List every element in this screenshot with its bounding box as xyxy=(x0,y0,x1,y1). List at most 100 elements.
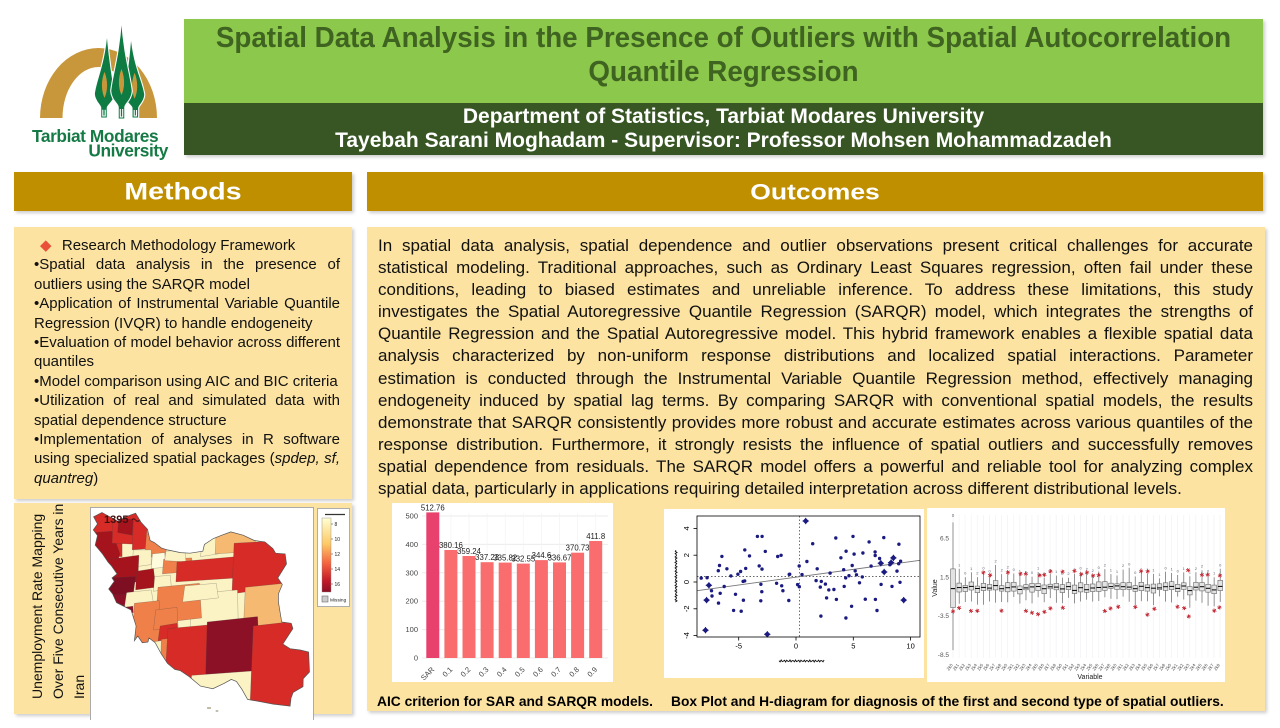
svg-text:0: 0 xyxy=(1043,571,1046,576)
svg-text:Zk5: Zk5 xyxy=(1195,662,1204,671)
svg-text:Zk8: Zk8 xyxy=(994,662,1003,671)
svg-text:512.76: 512.76 xyxy=(421,503,445,512)
svg-text:1: 1 xyxy=(1146,567,1149,572)
svg-text:380.16: 380.16 xyxy=(439,541,463,550)
svg-text:0: 0 xyxy=(1025,569,1028,574)
svg-text:1: 1 xyxy=(1152,567,1155,572)
svg-text:Zk8: Zk8 xyxy=(1103,662,1112,671)
svg-text:1: 1 xyxy=(1037,566,1040,571)
svg-text:200: 200 xyxy=(405,597,418,606)
svg-text:Zk7: Zk7 xyxy=(1043,662,1052,671)
svg-text:Zk7: Zk7 xyxy=(988,662,997,671)
svg-text:2: 2 xyxy=(1073,567,1076,572)
svg-text:1: 1 xyxy=(1055,569,1058,574)
svg-text:Zk3: Zk3 xyxy=(964,662,973,671)
svg-text:Zk0: Zk0 xyxy=(946,662,955,671)
svg-text:Zk4: Zk4 xyxy=(1025,662,1034,671)
svg-text:2: 2 xyxy=(1049,568,1052,573)
svg-text:1: 1 xyxy=(970,566,973,571)
svg-text:6.5: 6.5 xyxy=(940,536,949,543)
svg-text:2: 2 xyxy=(1092,568,1095,573)
svg-text:Zk3: Zk3 xyxy=(1073,662,1082,671)
svg-text:12: 12 xyxy=(335,552,341,558)
svg-text:2: 2 xyxy=(1001,568,1004,573)
svg-text:0: 0 xyxy=(682,580,691,584)
svg-text:0: 0 xyxy=(988,569,991,574)
svg-text:Zk8: Zk8 xyxy=(1213,662,1222,671)
svg-text:370.73: 370.73 xyxy=(566,544,590,553)
svg-text:2: 2 xyxy=(1195,566,1198,571)
svg-text:Zk3: Zk3 xyxy=(1018,662,1027,671)
svg-text:0: 0 xyxy=(1134,570,1137,575)
svg-text:1: 1 xyxy=(1171,567,1174,572)
svg-text:2: 2 xyxy=(1007,564,1010,569)
svg-text:100: 100 xyxy=(405,625,418,634)
svg-text:-2: -2 xyxy=(682,605,691,612)
svg-text:0: 0 xyxy=(1079,565,1082,570)
svg-text:8: 8 xyxy=(335,522,338,528)
svg-text:Zk2: Zk2 xyxy=(1067,662,1076,671)
svg-text:1: 1 xyxy=(1019,568,1022,573)
svg-text:400: 400 xyxy=(405,540,418,549)
svg-text:300: 300 xyxy=(405,568,418,577)
svg-text:Zk5: Zk5 xyxy=(1140,662,1149,671)
svg-text:4: 4 xyxy=(682,526,691,530)
svg-text:Zk2: Zk2 xyxy=(1012,662,1021,671)
svg-text:1: 1 xyxy=(1213,571,1216,576)
svg-text:Zk7: Zk7 xyxy=(1097,662,1106,671)
svg-text:0: 0 xyxy=(1219,562,1222,567)
svg-text:1: 1 xyxy=(1189,570,1192,575)
svg-text:10: 10 xyxy=(335,537,341,543)
svg-text:-4: -4 xyxy=(682,632,691,639)
svg-text:Zk5: Zk5 xyxy=(1031,662,1040,671)
svg-text:5: 5 xyxy=(851,642,855,651)
svg-text:Zk6: Zk6 xyxy=(1091,662,1100,671)
svg-text:2: 2 xyxy=(1067,571,1070,576)
svg-text:344.6: 344.6 xyxy=(532,551,552,560)
svg-text:Zk2: Zk2 xyxy=(1122,662,1131,671)
svg-text:Zk1: Zk1 xyxy=(1061,662,1070,671)
svg-text:336.67: 336.67 xyxy=(548,553,572,562)
svg-text:Zk0: Zk0 xyxy=(1000,662,1009,671)
svg-text:-3.5: -3.5 xyxy=(938,613,950,620)
svg-text:University: University xyxy=(88,141,168,161)
svg-text:0: 0 xyxy=(794,642,798,651)
svg-text:Zk6: Zk6 xyxy=(1201,662,1210,671)
svg-text:Zk0: Zk0 xyxy=(1164,662,1173,671)
svg-text:Zk8: Zk8 xyxy=(1158,662,1167,671)
svg-text:Zk1: Zk1 xyxy=(1006,662,1015,671)
svg-text:332.55: 332.55 xyxy=(511,555,536,564)
svg-text:0: 0 xyxy=(1031,570,1034,575)
svg-text:Zk6: Zk6 xyxy=(1146,662,1155,671)
svg-text:0: 0 xyxy=(414,654,418,663)
svg-text:359.24: 359.24 xyxy=(457,547,482,556)
svg-text:1: 1 xyxy=(1183,566,1186,571)
svg-text:Zk0: Zk0 xyxy=(1110,662,1119,671)
svg-text:337.23: 337.23 xyxy=(475,553,499,562)
svg-text:Zk5: Zk5 xyxy=(976,662,985,671)
svg-text:1: 1 xyxy=(1140,567,1143,572)
svg-text:0: 0 xyxy=(952,513,955,518)
svg-text:2: 2 xyxy=(1122,563,1125,568)
svg-text:Zk1: Zk1 xyxy=(1116,662,1125,671)
svg-text:Tarbiat Modares: Tarbiat Modares xyxy=(32,126,158,146)
svg-text:Zk4: Zk4 xyxy=(1079,662,1088,671)
svg-text:Zk4: Zk4 xyxy=(1188,662,1197,671)
svg-text:10: 10 xyxy=(906,642,914,651)
svg-text:-8.5: -8.5 xyxy=(938,652,950,659)
svg-text:0: 0 xyxy=(1207,569,1210,574)
svg-text:Zk6: Zk6 xyxy=(982,662,991,671)
svg-text:0: 0 xyxy=(964,571,967,576)
svg-text:Zk3: Zk3 xyxy=(1182,662,1191,671)
svg-text:2: 2 xyxy=(1104,563,1107,568)
svg-text:1.5: 1.5 xyxy=(940,574,949,581)
svg-text:2: 2 xyxy=(994,559,997,564)
svg-text:Zk8: Zk8 xyxy=(1049,662,1058,671)
svg-text:-5: -5 xyxy=(735,642,742,651)
svg-text:Zk7: Zk7 xyxy=(1207,662,1216,671)
svg-text:411.8: 411.8 xyxy=(586,532,605,541)
svg-text:Zk0: Zk0 xyxy=(1055,662,1064,671)
svg-text:Zk2: Zk2 xyxy=(958,662,967,671)
svg-text:Zk3: Zk3 xyxy=(1128,662,1137,671)
svg-text:Missing: Missing xyxy=(330,598,347,604)
